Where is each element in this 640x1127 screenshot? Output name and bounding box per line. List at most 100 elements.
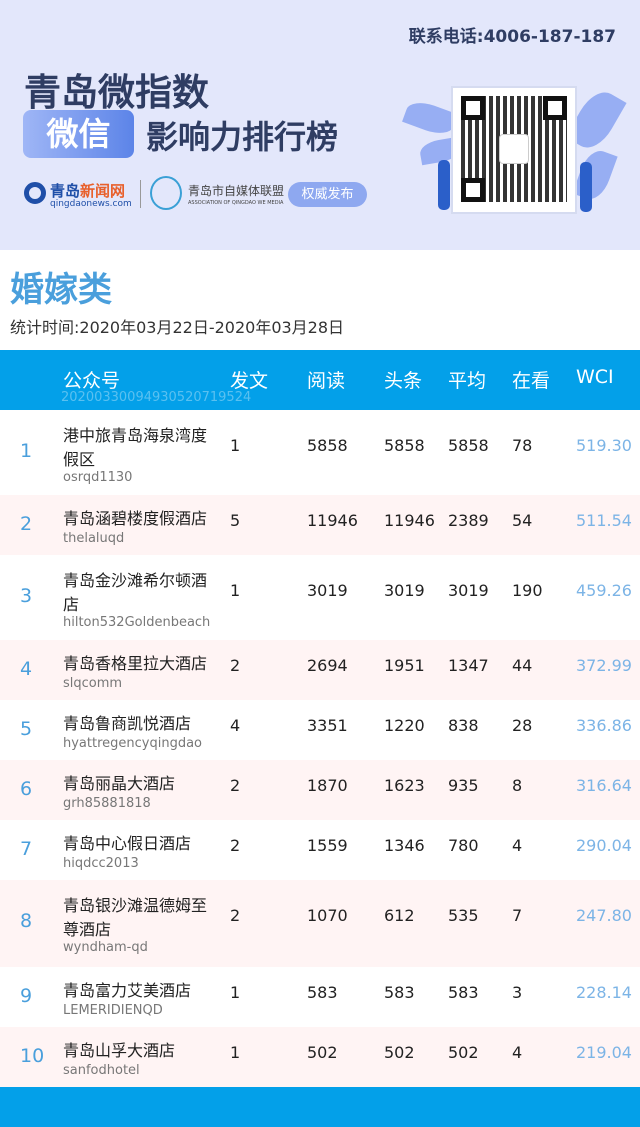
watching: 4 bbox=[512, 836, 523, 855]
headline-reads: 1220 bbox=[384, 716, 425, 735]
wci-score: 519.30 bbox=[576, 436, 632, 455]
table-row[interactable]: 1 港中旅青岛海泉湾度假区 osrqd1130 1 5858 5858 5858 78 519.… bbox=[0, 410, 640, 495]
posts: 2 bbox=[230, 836, 241, 855]
account-name[interactable]: 青岛中心假日酒店 bbox=[63, 834, 192, 853]
wci-score: 316.64 bbox=[576, 776, 632, 795]
header-avg: 平均 bbox=[448, 370, 487, 392]
avg-reads: 3019 bbox=[448, 581, 489, 600]
table-row[interactable]: 8 青岛银沙滩温德姆至尊酒店 wyndham-qd 2 1070 612 535 7 247.8… bbox=[0, 880, 640, 967]
wci-score: 336.86 bbox=[576, 716, 632, 735]
account-name[interactable]: 青岛金沙滩希尔顿酒店 bbox=[63, 571, 208, 614]
account-id: slqcomm bbox=[63, 676, 123, 691]
watching: 78 bbox=[512, 436, 533, 455]
avg-reads: 5858 bbox=[448, 436, 489, 455]
wci-score: 372.99 bbox=[576, 656, 632, 675]
avg-reads: 502 bbox=[448, 1043, 479, 1062]
reads: 1070 bbox=[307, 906, 348, 925]
account-id: grh85881818 bbox=[63, 796, 151, 811]
watching: 3 bbox=[512, 983, 523, 1002]
headline-reads: 583 bbox=[384, 983, 415, 1002]
reads: 5858 bbox=[307, 436, 348, 455]
headline-reads: 502 bbox=[384, 1043, 415, 1062]
official-badge: 权威发布 bbox=[288, 182, 367, 207]
rank: 5 bbox=[20, 718, 33, 740]
reads: 583 bbox=[307, 983, 338, 1002]
rank: 4 bbox=[20, 658, 33, 680]
rank: 1 bbox=[20, 440, 33, 462]
table-row[interactable]: 6 青岛丽晶大酒店 grh85881818 2 1870 1623 935 8 316.64 bbox=[0, 760, 640, 820]
banner-title: 青岛微指数 bbox=[24, 70, 209, 114]
avg-reads: 2389 bbox=[448, 511, 489, 530]
qr-code bbox=[451, 86, 577, 214]
table-row[interactable]: 10 青岛山孚大酒店 sanfodhotel 1 502 502 502 4 219.04 bbox=[0, 1027, 640, 1087]
category-title: 婚嫁类 bbox=[10, 270, 112, 310]
account-name[interactable]: 青岛涵碧楼度假酒店 bbox=[63, 509, 208, 528]
account-id: sanfodhotel bbox=[63, 1063, 140, 1078]
headline-reads: 1623 bbox=[384, 776, 425, 795]
table-row[interactable]: 4 青岛香格里拉大酒店 slqcomm 2 2694 1951 1347 44 372.99 bbox=[0, 640, 640, 700]
footer-bar bbox=[0, 1087, 640, 1127]
headline-reads: 5858 bbox=[384, 436, 425, 455]
account-id: hilton532Goldenbeach bbox=[63, 615, 211, 630]
account-id: osrqd1130 bbox=[63, 470, 133, 485]
account-name[interactable]: 青岛银沙滩温德姆至尊酒店 bbox=[63, 896, 208, 939]
table-row[interactable]: 7 青岛中心假日酒店 hiqdcc2013 2 1559 1346 780 4 290.04 bbox=[0, 820, 640, 880]
watermark: 20200330094930520719524 bbox=[61, 390, 252, 405]
rank: 8 bbox=[20, 910, 33, 932]
reads: 11946 bbox=[307, 511, 358, 530]
table-row[interactable]: 5 青岛鲁商凯悦酒店 hyattregencyqingdao 4 3351 1220 838… bbox=[0, 700, 640, 760]
wci-score: 511.54 bbox=[576, 511, 632, 530]
reads: 1559 bbox=[307, 836, 348, 855]
divider bbox=[140, 180, 141, 208]
account-name[interactable]: 青岛丽晶大酒店 bbox=[63, 774, 176, 793]
avg-reads: 1347 bbox=[448, 656, 489, 675]
person-illustration bbox=[580, 162, 592, 212]
banner: 联系电话:4006-187-187 青岛微指数 微信 影响力排行榜 青岛新闻网 … bbox=[0, 0, 640, 250]
account-id: hiqdcc2013 bbox=[63, 856, 139, 871]
posts: 1 bbox=[230, 1043, 241, 1062]
header-account: 公众号 bbox=[63, 370, 121, 392]
avg-reads: 780 bbox=[448, 836, 479, 855]
posts: 1 bbox=[230, 983, 241, 1002]
reads: 502 bbox=[307, 1043, 338, 1062]
headline-reads: 3019 bbox=[384, 581, 425, 600]
wci-score: 219.04 bbox=[576, 1043, 632, 1062]
reads: 2694 bbox=[307, 656, 348, 675]
account-name[interactable]: 青岛山孚大酒店 bbox=[63, 1041, 176, 1060]
header-posts: 发文 bbox=[230, 370, 269, 392]
avg-reads: 535 bbox=[448, 906, 479, 925]
header-wci: WCI bbox=[576, 366, 614, 388]
avg-reads: 583 bbox=[448, 983, 479, 1002]
wci-score: 228.14 bbox=[576, 983, 632, 1002]
posts: 2 bbox=[230, 776, 241, 795]
wci-score: 459.26 bbox=[576, 581, 632, 600]
posts: 1 bbox=[230, 436, 241, 455]
headline-reads: 612 bbox=[384, 906, 415, 925]
reads: 3351 bbox=[307, 716, 348, 735]
wci-score: 247.80 bbox=[576, 906, 632, 925]
account-name[interactable]: 港中旅青岛海泉湾度假区 bbox=[63, 426, 208, 469]
headline-reads: 11946 bbox=[384, 511, 435, 530]
watching: 8 bbox=[512, 776, 523, 795]
watching: 4 bbox=[512, 1043, 523, 1062]
rank: 6 bbox=[20, 778, 33, 800]
posts: 4 bbox=[230, 716, 241, 735]
watching: 190 bbox=[512, 581, 543, 600]
qingdaonews-logo: 青岛新闻网 qingdaonews.com bbox=[24, 180, 134, 212]
rank: 7 bbox=[20, 838, 33, 860]
account-id: LEMERIDIENQD bbox=[63, 1003, 163, 1018]
wci-score: 290.04 bbox=[576, 836, 632, 855]
account-name[interactable]: 青岛富力艾美酒店 bbox=[63, 981, 192, 1000]
account-id: thelaluqd bbox=[63, 531, 125, 546]
headline-reads: 1346 bbox=[384, 836, 425, 855]
table-row[interactable]: 9 青岛富力艾美酒店 LEMERIDIENQD 1 583 583 583 3 228.14 bbox=[0, 967, 640, 1027]
table-row[interactable]: 2 青岛涵碧楼度假酒店 thelaluqd 5 11946 11946 2389 54 511.… bbox=[0, 495, 640, 555]
posts: 5 bbox=[230, 511, 241, 530]
account-name[interactable]: 青岛香格里拉大酒店 bbox=[63, 654, 208, 673]
account-id: wyndham-qd bbox=[63, 940, 148, 955]
wechat-pill: 微信 bbox=[23, 110, 134, 158]
header-reads: 阅读 bbox=[307, 370, 346, 392]
table-row[interactable]: 3 青岛金沙滩希尔顿酒店 hilton532Goldenbeach 1 3019 3019… bbox=[0, 555, 640, 640]
account-name[interactable]: 青岛鲁商凯悦酒店 bbox=[63, 714, 192, 733]
rank: 3 bbox=[20, 585, 33, 607]
